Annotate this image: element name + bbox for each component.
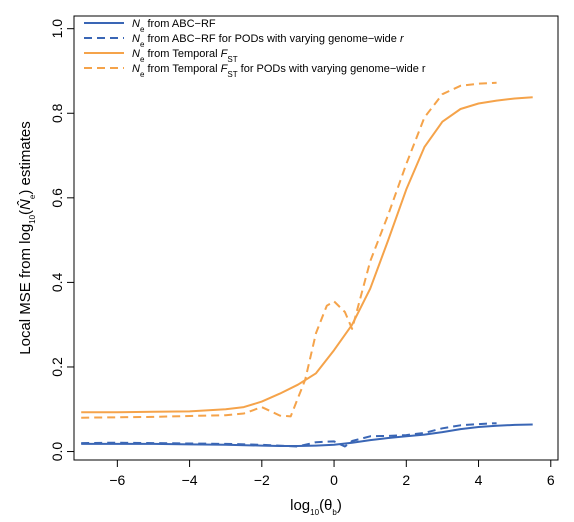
y-tick-label: 0.6 bbox=[49, 188, 65, 208]
y-tick-label: 0.0 bbox=[49, 442, 65, 462]
series-layer bbox=[81, 81, 533, 448]
svg-text:Ne from Temporal FST: Ne from Temporal FST bbox=[132, 48, 238, 64]
y-axis-title: Local MSE from log10(N̂e) estimates bbox=[17, 121, 37, 354]
x-tick-label: 6 bbox=[547, 472, 555, 488]
x-axis-title: log10(θb) bbox=[290, 497, 342, 517]
plot-frame bbox=[73, 15, 559, 461]
svg-text:Ne from ABC−RF for PODs with v: Ne from ABC−RF for PODs with varying gen… bbox=[132, 33, 405, 49]
x-tick-label: −4 bbox=[182, 472, 198, 488]
x-tick-label: 4 bbox=[475, 472, 483, 488]
axis-layer: −6 −4 −2 0 2 4 6 0.0 0.2 0.4 0.6 0.8 1.0 bbox=[49, 19, 555, 488]
x-tick-label: −6 bbox=[109, 472, 125, 488]
svg-text:Ne from Temporal FST for PODs: Ne from Temporal FST for PODs with varyi… bbox=[132, 63, 426, 79]
series-line-1 bbox=[81, 422, 497, 448]
legend: Ne from ABC−RF Ne from ABC−RF for PODs w… bbox=[84, 18, 426, 79]
legend-entry-temporal-fst: Ne from Temporal FST bbox=[84, 48, 238, 64]
y-tick-label: 0.8 bbox=[49, 103, 65, 123]
legend-entry-abc-rf-pods: Ne from ABC−RF for PODs with varying gen… bbox=[84, 33, 405, 49]
x-tick-label: 0 bbox=[330, 472, 338, 488]
y-tick-label: 0.2 bbox=[49, 357, 65, 377]
series-line-2 bbox=[81, 96, 533, 414]
y-tick-label: 1.0 bbox=[49, 19, 65, 39]
legend-entry-temporal-fst-pods: Ne from Temporal FST for PODs with varyi… bbox=[84, 63, 426, 79]
svg-text:Ne from ABC−RF: Ne from ABC−RF bbox=[132, 18, 216, 34]
y-tick-label: 0.4 bbox=[49, 272, 65, 292]
x-tick-label: −2 bbox=[254, 472, 270, 488]
legend-entry-abc-rf: Ne from ABC−RF bbox=[84, 18, 216, 34]
series-line-3 bbox=[81, 81, 497, 419]
x-tick-label: 2 bbox=[402, 472, 410, 488]
